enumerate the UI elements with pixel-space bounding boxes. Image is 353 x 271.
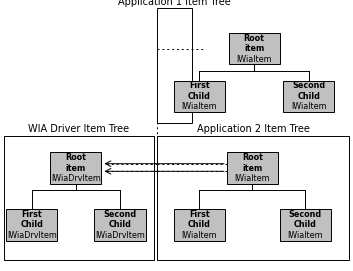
Text: First: First [22, 210, 42, 219]
FancyBboxPatch shape [157, 136, 349, 260]
Text: Child: Child [20, 220, 43, 230]
FancyBboxPatch shape [174, 81, 225, 112]
Text: Child: Child [188, 220, 211, 230]
FancyBboxPatch shape [4, 136, 154, 260]
FancyBboxPatch shape [95, 209, 145, 241]
Text: Child: Child [298, 92, 320, 101]
Text: item: item [242, 163, 263, 173]
Text: IWiaItem: IWiaItem [182, 231, 217, 240]
Text: Root: Root [244, 34, 265, 43]
Text: Second: Second [292, 81, 325, 90]
Text: IWiaDrvItem: IWiaDrvItem [95, 231, 145, 240]
Text: Application 1 Item Tree: Application 1 Item Tree [118, 0, 231, 7]
FancyBboxPatch shape [227, 152, 278, 184]
Text: First: First [189, 81, 210, 90]
FancyBboxPatch shape [280, 209, 331, 241]
Text: Child: Child [109, 220, 131, 230]
Text: item: item [66, 163, 86, 173]
Text: IWiaItem: IWiaItem [237, 55, 272, 64]
FancyBboxPatch shape [157, 8, 192, 123]
FancyBboxPatch shape [50, 152, 102, 184]
Text: IWiaDrvItem: IWiaDrvItem [51, 174, 101, 183]
Text: IWiaItem: IWiaItem [235, 174, 270, 183]
Text: Root: Root [242, 153, 263, 162]
Text: IWiaDrvItem: IWiaDrvItem [7, 231, 57, 240]
Text: Application 2 Item Tree: Application 2 Item Tree [197, 124, 310, 134]
Text: item: item [244, 44, 264, 53]
FancyBboxPatch shape [6, 209, 57, 241]
FancyBboxPatch shape [283, 81, 335, 112]
Text: IWiaItem: IWiaItem [182, 102, 217, 111]
Text: Second: Second [289, 210, 322, 219]
Text: IWiaItem: IWiaItem [291, 102, 327, 111]
Text: IWiaItem: IWiaItem [288, 231, 323, 240]
Text: Child: Child [294, 220, 317, 230]
Text: Root: Root [65, 153, 86, 162]
FancyBboxPatch shape [229, 33, 280, 64]
Text: Second: Second [103, 210, 137, 219]
Text: First: First [189, 210, 210, 219]
FancyBboxPatch shape [174, 209, 225, 241]
Text: WIA Driver Item Tree: WIA Driver Item Tree [28, 124, 129, 134]
Text: Child: Child [188, 92, 211, 101]
